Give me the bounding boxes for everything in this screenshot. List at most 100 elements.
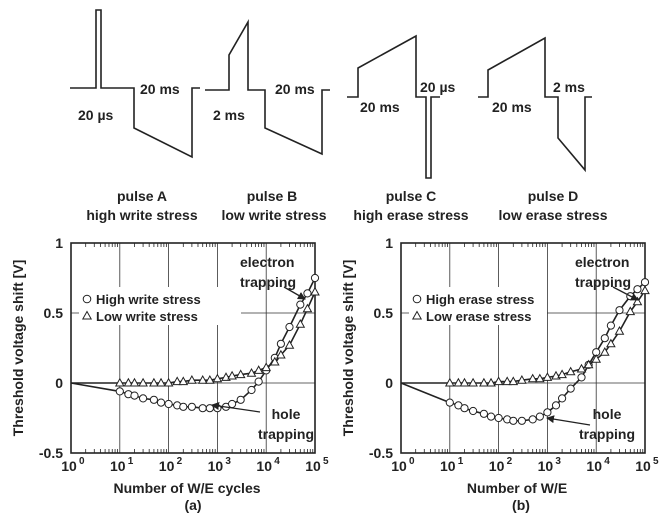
annotation-text: hole	[593, 406, 622, 422]
legend-marker-triangle	[81, 310, 93, 320]
data-point-triangle	[591, 353, 602, 363]
data-point-circle	[517, 416, 526, 425]
pulse-d-long-duration: 20 ms	[492, 99, 532, 115]
data-point-triangle	[123, 377, 134, 387]
x-tick-exponent: 0	[79, 456, 85, 467]
data-point-circle	[528, 415, 537, 424]
data-point-triangle	[459, 377, 470, 387]
data-point-triangle	[178, 376, 189, 386]
x-tick-label: 10 4	[256, 456, 280, 474]
pulse-a-long-duration: 20 ms	[140, 81, 180, 97]
data-point-triangle	[583, 359, 594, 369]
pulse-d-description: low erase stress	[499, 207, 608, 223]
data-point-triangle	[149, 377, 159, 387]
data-point-triangle	[565, 366, 576, 376]
x-tick-exponent: 1	[128, 456, 134, 467]
panel-label: (b)	[512, 497, 530, 513]
data-point-triangle	[197, 374, 208, 384]
series-triangle	[71, 286, 320, 387]
x-tick-base: 10	[61, 458, 77, 474]
data-point-triangle	[261, 362, 272, 372]
data-point-circle	[486, 412, 496, 421]
annotation-text: trapping	[258, 426, 314, 442]
pulse-a-title: pulse A	[117, 188, 167, 204]
y-axis-label: Threshold voltage shift [V]	[10, 260, 26, 437]
legend-marker-circle	[412, 294, 422, 304]
y-tick-label: 0.5	[374, 305, 394, 321]
data-point-triangle	[614, 325, 625, 335]
annotation-text: hole	[272, 406, 301, 422]
data-point-triangle	[502, 376, 513, 386]
pulse-c-short-duration: 20 µs	[420, 79, 456, 95]
data-point-triangle	[493, 376, 504, 386]
y-tick-label: 1	[385, 235, 393, 251]
data-point-circle	[600, 334, 609, 343]
data-point-triangle	[606, 338, 616, 348]
x-tick-exponent: 2	[177, 456, 183, 467]
panel-label: (a)	[184, 497, 201, 513]
data-point-triangle	[284, 339, 295, 349]
data-point-triangle	[212, 373, 223, 383]
data-point-triangle	[508, 376, 519, 386]
data-point-circle	[179, 402, 188, 411]
data-point-circle	[149, 395, 159, 404]
plot-frame	[70, 242, 316, 454]
data-point-circle	[445, 398, 454, 407]
annotation-text: electron	[240, 254, 294, 270]
data-point-circle	[254, 377, 263, 386]
pulse-d-waveform	[478, 36, 592, 173]
x-tick-exponent: 4	[274, 456, 280, 467]
data-point-triangle	[542, 372, 553, 381]
data-point-circle	[303, 289, 312, 298]
plot-frame	[400, 242, 646, 454]
data-point-triangle	[227, 370, 237, 380]
data-point-circle	[640, 278, 650, 287]
data-point-triangle	[295, 318, 306, 328]
pulse-a-description: high write stress	[86, 207, 197, 223]
y-tick-label: 0.5	[44, 305, 64, 321]
y-tick-label: -0.5	[369, 445, 393, 461]
pulse-b-waveform	[205, 19, 330, 156]
data-point-circle	[164, 399, 173, 409]
data-point-triangle	[114, 377, 125, 387]
annotation-text: electron	[575, 254, 629, 270]
pulse-c-waveform	[347, 34, 440, 179]
annotation-arrow	[283, 286, 306, 300]
data-point-circle	[535, 412, 544, 421]
data-point-circle	[130, 391, 139, 400]
data-point-triangle	[187, 374, 197, 384]
data-point-circle	[247, 385, 256, 395]
data-point-circle	[566, 384, 575, 393]
data-point-triangle	[276, 349, 286, 359]
legend-label: Low erase stress	[426, 309, 532, 324]
hole-trapping-annotation: hole trapping	[546, 406, 635, 442]
electron-trapping-annotation: electron trapping	[240, 254, 306, 300]
data-point-triangle	[302, 303, 313, 313]
data-point-triangle	[576, 363, 587, 373]
data-point-triangle	[129, 377, 140, 387]
x-tick-base: 10	[110, 458, 126, 474]
data-point-circle	[460, 404, 469, 413]
data-point-triangle	[204, 374, 215, 384]
data-point-circle	[310, 273, 320, 283]
x-tick-base: 10	[256, 458, 272, 474]
x-tick-exponent: 3	[555, 456, 561, 467]
legend-marker-circle	[82, 294, 92, 304]
x-tick-label: 10 1	[440, 456, 464, 474]
x-tick-exponent: 2	[507, 456, 513, 467]
x-tick-base: 10	[538, 458, 554, 474]
x-tick-label: 10 4	[586, 456, 610, 474]
pulse-c-title: pulse C	[386, 188, 437, 204]
data-point-circle	[557, 394, 567, 403]
legend: High erase stress Low erase stress	[409, 287, 547, 325]
data-point-circle	[236, 395, 245, 404]
pulse-b-title: pulse B	[247, 188, 298, 204]
data-point-triangle	[640, 285, 650, 295]
data-point-circle	[276, 339, 285, 348]
x-tick-base: 10	[159, 458, 175, 474]
y-tick-label: 0	[55, 375, 63, 391]
hole-trapping-annotation: hole trapping	[211, 402, 314, 442]
